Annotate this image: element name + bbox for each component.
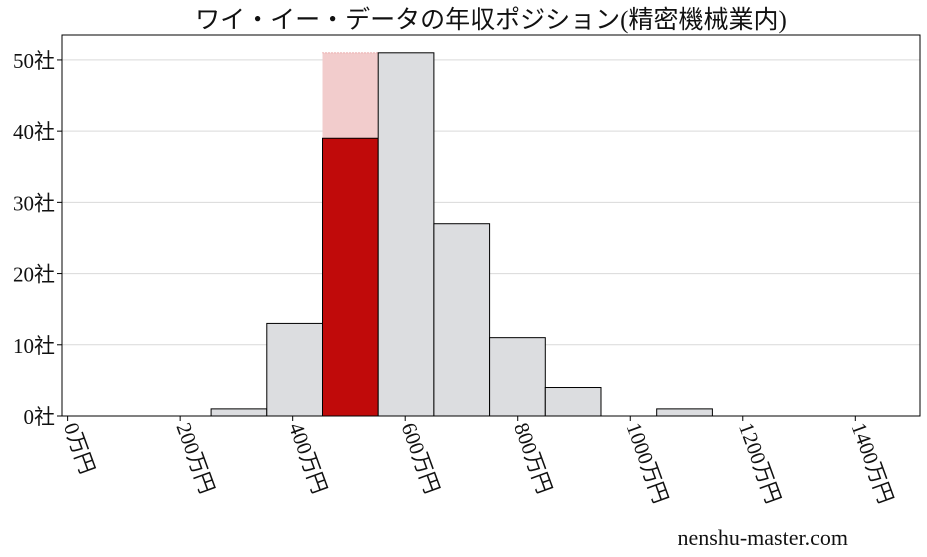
x-tick-label: 400万円 (284, 420, 332, 497)
x-tick-label: 1400万円 (847, 420, 898, 507)
y-tick-label: 10社 (13, 334, 55, 358)
x-tick-label: 1000万円 (622, 420, 673, 507)
y-tick-label: 20社 (13, 263, 55, 287)
watermark: nenshu-master.com (678, 525, 848, 550)
bar (433, 223, 491, 417)
chart-title: ワイ・イー・データの年収ポジション(精密機械業内) (195, 6, 787, 34)
x-tick-label: 800万円 (509, 420, 557, 497)
x-tick-label: 600万円 (397, 420, 445, 497)
x-tick-label: 200万円 (171, 420, 219, 497)
bar (321, 137, 379, 417)
x-tick-label: 0万円 (59, 420, 100, 478)
y-tick-label: 30社 (13, 191, 55, 215)
x-tick-label: 1200万円 (734, 420, 785, 507)
bar (489, 337, 546, 417)
bar (210, 408, 268, 417)
y-tick-label: 0社 (24, 405, 56, 429)
y-tick-label: 40社 (13, 120, 55, 144)
y-tick-label: 50社 (13, 49, 55, 73)
bar (656, 408, 713, 417)
bar (544, 387, 602, 417)
bar (266, 322, 323, 417)
bar (377, 52, 435, 417)
plot-frame (61, 34, 921, 417)
